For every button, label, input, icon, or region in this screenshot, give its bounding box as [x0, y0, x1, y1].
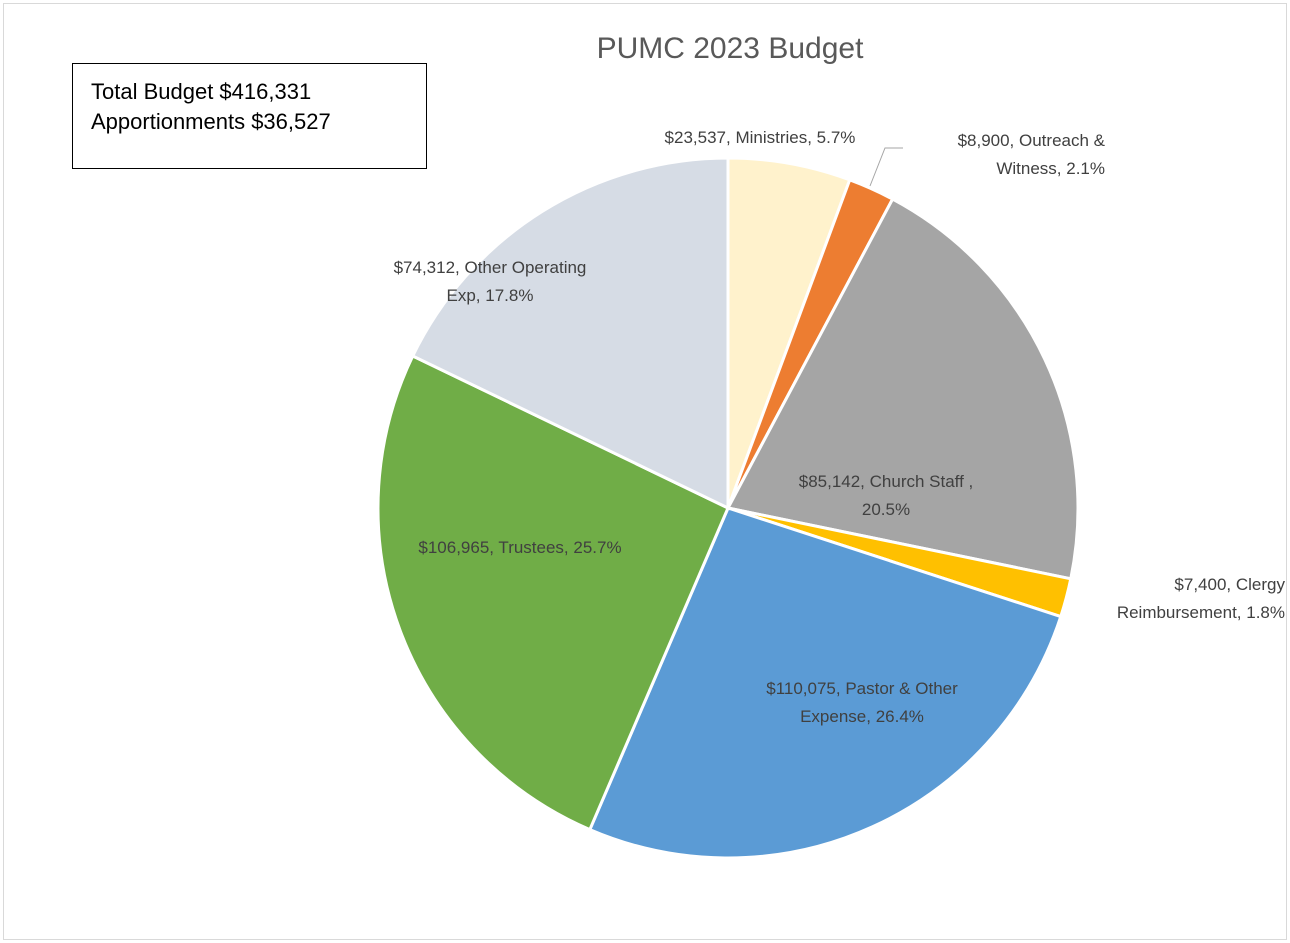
data-label-pastor-other-expense: $110,075, Pastor & Other Expense, 26.4%	[766, 679, 958, 726]
pie-slice-trustees	[376, 353, 730, 832]
data-label-other-operating-exp: $74,312, Other Operating Exp, 17.8%	[394, 258, 587, 305]
leader-line-outreach	[869, 147, 903, 187]
data-label-outreach-witness: $8,900, Outreach & Witness, 2.1%	[958, 131, 1106, 178]
total-budget-box: Total Budget $416,331 Apportionments $36…	[72, 63, 427, 169]
data-labels: $23,537, Ministries, 5.7% $8,900, Outreac…	[394, 128, 1286, 726]
data-label-ministries: $23,537, Ministries, 5.7%	[665, 128, 856, 147]
pie-slice-pastor-other-expense	[587, 506, 1063, 860]
chart-title: PUMC 2023 Budget	[597, 32, 864, 65]
pie-slice-church-staff	[725, 197, 1080, 581]
data-label-clergy-reimbursement: $7,400, Clergy Reimbursement, 1.8%	[1117, 575, 1286, 622]
leader-lines	[869, 147, 903, 187]
apportionments-text: Apportionments $36,527	[91, 109, 331, 134]
data-label-church-staff: $85,142, Church Staff , 20.5%	[799, 472, 974, 519]
pie-slice-other-operating-exp	[410, 156, 730, 511]
pie-slices	[376, 156, 1080, 860]
total-budget-text: Total Budget $416,331	[91, 79, 312, 104]
data-label-trustees: $106,965, Trustees, 25.7%	[418, 538, 621, 557]
